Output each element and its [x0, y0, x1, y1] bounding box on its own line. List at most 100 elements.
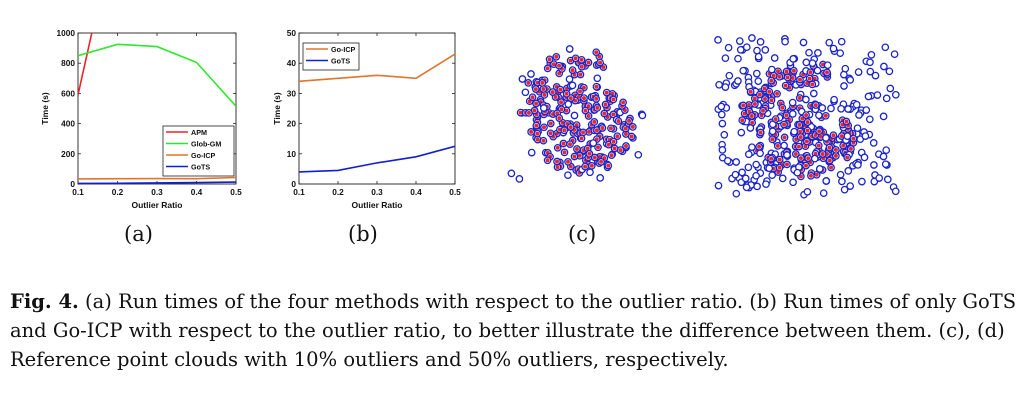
outlier-point	[822, 134, 830, 142]
inlier-point	[561, 141, 566, 146]
outlier-point	[873, 91, 882, 99]
x-tick-label: 0.3	[371, 187, 383, 197]
inlier-point	[548, 131, 553, 136]
inlier-point	[598, 60, 603, 65]
outlier-point	[744, 163, 753, 172]
outlier-point	[813, 66, 822, 75]
outlier-point	[854, 161, 862, 169]
outlier-point	[732, 158, 741, 166]
inlier-point	[534, 123, 539, 128]
y-tick-label: 0	[70, 179, 75, 189]
inlier-point	[621, 100, 626, 105]
inlier-point	[578, 89, 582, 94]
inlier-point	[557, 71, 562, 76]
outlier-point	[742, 43, 751, 52]
outlier-point	[789, 178, 797, 187]
outlier-point	[875, 174, 884, 182]
outlier-point	[718, 119, 727, 128]
inlier-point	[777, 157, 782, 162]
inlier-point	[616, 119, 621, 124]
inlier-point	[594, 84, 599, 89]
outlier-point	[564, 171, 572, 180]
inlier-point	[748, 89, 753, 94]
outlier-point	[830, 95, 838, 104]
outlier-point	[803, 187, 812, 196]
inlier-point	[804, 139, 809, 144]
inlier-point	[844, 119, 849, 124]
inlier-point	[548, 121, 553, 126]
inlier-point	[785, 75, 790, 80]
inlier-point	[612, 146, 617, 151]
inlier-point	[611, 139, 616, 144]
inlier-point	[825, 70, 829, 75]
outlier-point	[843, 132, 852, 141]
outlier-point	[866, 58, 874, 67]
inlier-point	[804, 163, 808, 168]
inlier-point	[534, 101, 539, 106]
inlier-point	[784, 113, 789, 118]
inlier-point	[777, 74, 782, 79]
inlier-point	[595, 105, 600, 110]
inlier-point	[582, 96, 586, 101]
inlier-point	[798, 156, 803, 161]
outlier-point	[752, 171, 760, 180]
inlier-point	[827, 158, 832, 163]
inlier-point	[541, 138, 546, 143]
inlier-point	[749, 114, 754, 118]
inlier-point	[790, 76, 795, 80]
inlier-point	[592, 155, 597, 160]
legend-entry: GoTS	[191, 163, 210, 172]
outlier-point	[869, 139, 878, 147]
inlier-point	[813, 103, 818, 108]
outlier-point	[829, 44, 838, 53]
inlier-point	[797, 122, 802, 127]
inlier-point	[804, 113, 809, 118]
outlier-point	[568, 81, 577, 90]
outlier-point	[793, 168, 802, 177]
outlier-point	[789, 55, 798, 63]
x-tick-label: 0.4	[410, 187, 422, 197]
outlier-point	[735, 37, 744, 45]
inlier-point	[777, 165, 782, 170]
outlier-point	[879, 112, 888, 121]
y-tick-label: 1000	[57, 28, 76, 38]
outlier-point	[539, 104, 548, 112]
outlier-point	[814, 49, 822, 57]
outlier-point	[746, 124, 755, 132]
subcaption-a: (a)	[124, 222, 153, 246]
subcaption-d: (d)	[785, 222, 815, 246]
outlier-point	[638, 111, 647, 120]
inlier-point	[757, 92, 762, 97]
outlier-point	[739, 66, 748, 75]
outlier-point	[844, 105, 852, 113]
inlier-point	[796, 144, 801, 149]
outlier-point	[634, 150, 643, 159]
outlier-point	[853, 124, 862, 133]
outlier-point	[736, 45, 745, 54]
inlier-point	[629, 134, 634, 139]
caption-label: Fig. 4.	[10, 290, 79, 313]
outlier-point	[737, 128, 746, 137]
outlier-point	[890, 50, 899, 59]
outlier-point	[855, 111, 863, 119]
runtime-chart-all-methods: 0.1 0.2 0.3 0.4 0.5 0 200 400 600 800 1000 Outlier …	[40, 28, 242, 210]
outlier-point	[596, 174, 605, 182]
inlier-point	[609, 153, 614, 158]
legend-box	[162, 125, 235, 177]
outlier-point	[721, 54, 730, 63]
series-line-glob-gm	[78, 43, 236, 107]
inlier-point	[608, 126, 613, 131]
inlier-point	[810, 82, 815, 87]
inlier-point	[540, 80, 545, 85]
inlier-point	[562, 128, 567, 133]
outlier-point	[717, 110, 726, 119]
y-tick-label: 30	[287, 88, 297, 98]
inlier-point	[841, 143, 846, 148]
inlier-point	[600, 126, 605, 130]
outlier-point	[570, 111, 579, 120]
inlier-point	[845, 155, 850, 160]
legend-entry: APM	[191, 128, 207, 137]
outlier-point	[837, 37, 846, 46]
inlier-point	[624, 144, 628, 148]
